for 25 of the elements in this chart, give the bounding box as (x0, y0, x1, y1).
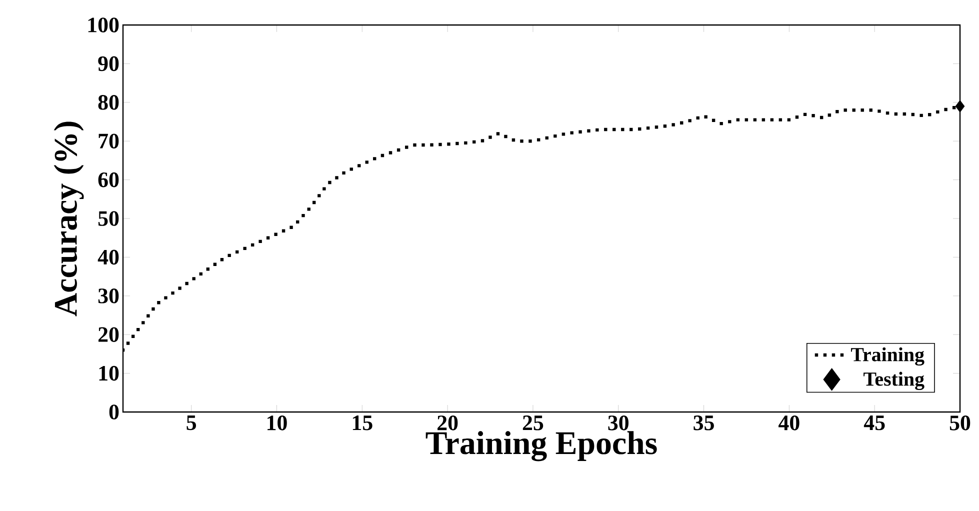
x-tick-label: 15 (352, 416, 372, 430)
y-tick-label: 0 (109, 404, 119, 420)
y-tick-label: 80 (98, 95, 119, 110)
y-tick-label: 60 (98, 172, 119, 188)
y-tick-label: 30 (98, 288, 119, 304)
y-tick-label: 70 (98, 134, 119, 148)
legend-label: Training (851, 347, 924, 366)
y-tick-label: 10 (99, 366, 119, 381)
y-tick-label: 100 (88, 18, 119, 32)
x-tick-label: 30 (608, 416, 628, 430)
x-tick-label: 10 (268, 416, 287, 430)
x-tick-label: 45 (864, 416, 885, 430)
x-axis-title: Training Epochs (426, 431, 657, 462)
x-tick-label: 25 (522, 416, 544, 430)
x-tick-label: 40 (778, 416, 800, 430)
legend-label: Testing (864, 372, 924, 390)
x-tick-label: 50 (950, 416, 970, 430)
x-tick-label: 5 (186, 416, 196, 430)
y-tick-label: 90 (98, 56, 119, 72)
x-tick-label: 35 (694, 416, 714, 430)
x-tick-label: 20 (438, 416, 458, 430)
y-tick-label: 50 (98, 211, 119, 226)
y-tick-label: 20 (98, 327, 119, 342)
y-axis-title: Accuracy (%) (54, 122, 84, 316)
y-tick-label: 40 (98, 250, 119, 265)
